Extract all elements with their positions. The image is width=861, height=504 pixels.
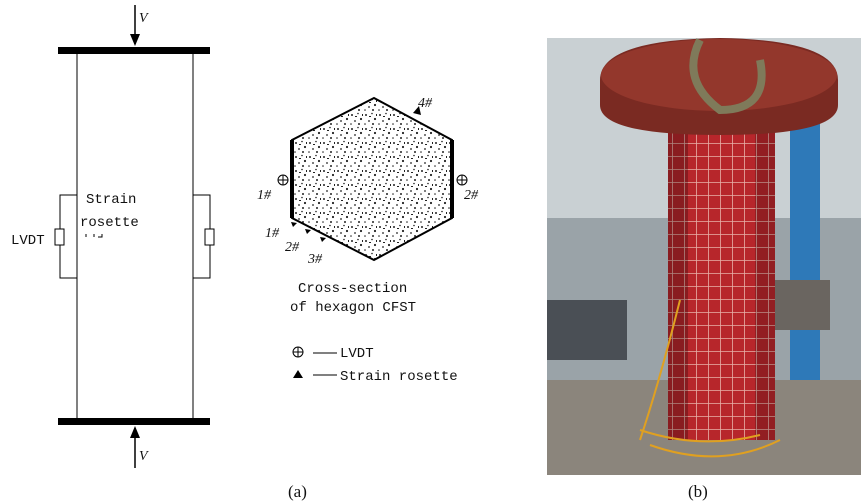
legend-strain-rosette: Strain rosette (340, 369, 458, 385)
point-label: 1# (265, 226, 280, 241)
section-caption: Cross-section (298, 281, 407, 297)
section-caption: of hexagon CFST (290, 300, 416, 316)
point-label: 2# (464, 188, 479, 203)
strain-rosette-label: Strain (86, 192, 136, 208)
load-top: V (139, 11, 149, 26)
figure: V V Strain rosette LVDT 4# 1# 2# 1# 2# 3… (0, 0, 861, 504)
column-elevation: V V Strain rosette LVDT (11, 5, 214, 468)
panel-label: (b) (688, 482, 708, 501)
photo (547, 38, 861, 475)
legend: LVDT Strain rosette (293, 346, 458, 385)
point-label: 4# (418, 96, 433, 111)
lvdt-label: LVDT (11, 233, 45, 249)
legend-lvdt: LVDT (340, 346, 374, 362)
panel-label: (a) (288, 482, 307, 501)
cross-section: 4# 1# 2# 1# 2# 3# Cross-section of hexag… (257, 96, 479, 316)
load-bottom: V (139, 449, 149, 464)
strain-rosette-label: rosette (80, 215, 139, 231)
point-label: 1# (257, 188, 272, 203)
point-label: 3# (307, 252, 323, 267)
point-label: 2# (285, 240, 300, 255)
